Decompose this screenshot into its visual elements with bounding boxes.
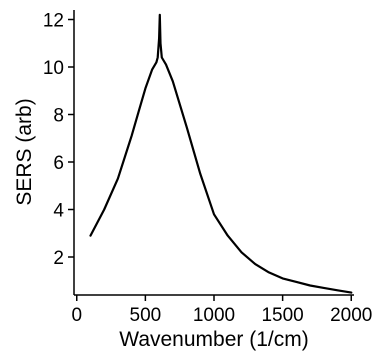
y-axis-title: SERS (arb) [13,98,36,205]
series-layer [89,13,353,294]
y-tick-label: 8 [53,106,64,127]
x-tick-label: 0 [71,305,82,326]
x-tick-label: 2000 [330,305,372,326]
x-tick-label: 1000 [193,305,235,326]
x-ticks: 0 500 1000 1500 2000 [71,295,372,326]
x-tick-label: 500 [130,305,162,326]
y-ticks: 2 4 6 8 10 12 [43,11,74,269]
y-tick-label: 12 [43,11,64,32]
y-tick-label: 10 [43,58,64,79]
plot-frame [73,10,354,296]
x-tick-label: 1500 [261,305,303,326]
y-tick-label: 2 [53,248,64,269]
y-tick-label: 6 [53,153,64,174]
x-axis-title: Wavenumber (1/cm) [119,328,308,351]
sers-series-line [89,13,353,294]
y-tick-label: 4 [53,201,64,222]
